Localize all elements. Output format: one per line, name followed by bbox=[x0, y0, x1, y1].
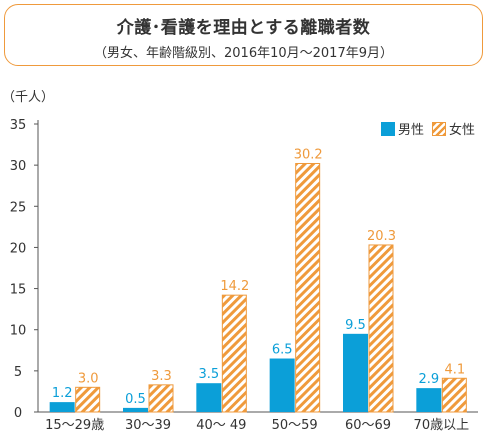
data-label-female: 30.2 bbox=[294, 147, 323, 162]
legend-swatch-male bbox=[381, 121, 395, 136]
data-label-male: 6.5 bbox=[272, 343, 293, 358]
y-tick-label: 20 bbox=[10, 241, 27, 256]
bars bbox=[49, 162, 467, 413]
y-tick-label: 35 bbox=[10, 118, 27, 133]
y-tick-label: 10 bbox=[10, 324, 27, 339]
chart-title: 介護･看護を理由とする離職者数 bbox=[116, 18, 371, 38]
bar-male bbox=[269, 358, 295, 412]
bar-male bbox=[343, 333, 368, 412]
y-tick-label: 30 bbox=[10, 159, 27, 174]
data-label-female: 20.3 bbox=[367, 229, 396, 244]
data-label-male: 1.2 bbox=[52, 386, 73, 401]
axes: 0 5 10 15 20 25 30 35 bbox=[10, 118, 478, 421]
data-label-female: 3.3 bbox=[151, 369, 172, 384]
bar-female bbox=[148, 384, 174, 413]
legend-label-female: 女性 bbox=[449, 123, 476, 138]
bar-male bbox=[123, 407, 148, 412]
legend-label-male: 男性 bbox=[398, 123, 425, 138]
title-box: 介護･看護を理由とする離職者数 （男女、年齢階級別、2016年10月～2017年… bbox=[4, 4, 483, 66]
labels: 1.2 3.0 15～29歳 0.5 3.3 30～39 3.5 14.2 40～ 49 6.5 3… bbox=[45, 147, 469, 432]
data-label-male: 3.5 bbox=[198, 367, 219, 382]
y-tick-label: 25 bbox=[10, 200, 27, 215]
bar-female bbox=[441, 377, 467, 413]
chart-subtitle: （男女、年齢階級別、2016年10月～2017年9月） bbox=[94, 46, 393, 61]
x-tick-label: 30～39 bbox=[125, 418, 171, 432]
data-label-female: 4.1 bbox=[444, 362, 465, 377]
legend-swatch-female bbox=[432, 121, 447, 136]
x-tick-label: 70歳以上 bbox=[414, 418, 470, 432]
bar-female bbox=[75, 386, 101, 413]
y-tick-label: 5 bbox=[14, 365, 22, 380]
data-label-female: 3.0 bbox=[78, 371, 99, 386]
data-label-male: 2.9 bbox=[418, 372, 439, 387]
legend: 男性 女性 bbox=[381, 119, 475, 138]
x-tick-label: 50～59 bbox=[272, 418, 318, 432]
data-label-male: 0.5 bbox=[125, 392, 146, 407]
bar-male bbox=[416, 388, 442, 412]
data-label-male: 9.5 bbox=[345, 318, 366, 333]
bar-female bbox=[221, 294, 247, 413]
y-tick-label: 15 bbox=[10, 283, 27, 298]
bar-female bbox=[368, 244, 394, 413]
bar-male bbox=[196, 383, 222, 412]
y-axis-unit-label: （千人） bbox=[2, 90, 55, 105]
data-label-female: 14.2 bbox=[220, 279, 249, 294]
bar-female bbox=[295, 162, 321, 413]
x-tick-label: 40～ 49 bbox=[196, 418, 246, 432]
bar-male bbox=[49, 402, 75, 412]
x-tick-label: 60～69 bbox=[345, 418, 391, 432]
x-tick-label: 15～29歳 bbox=[45, 418, 104, 432]
y-tick-label: 0 bbox=[14, 406, 22, 421]
